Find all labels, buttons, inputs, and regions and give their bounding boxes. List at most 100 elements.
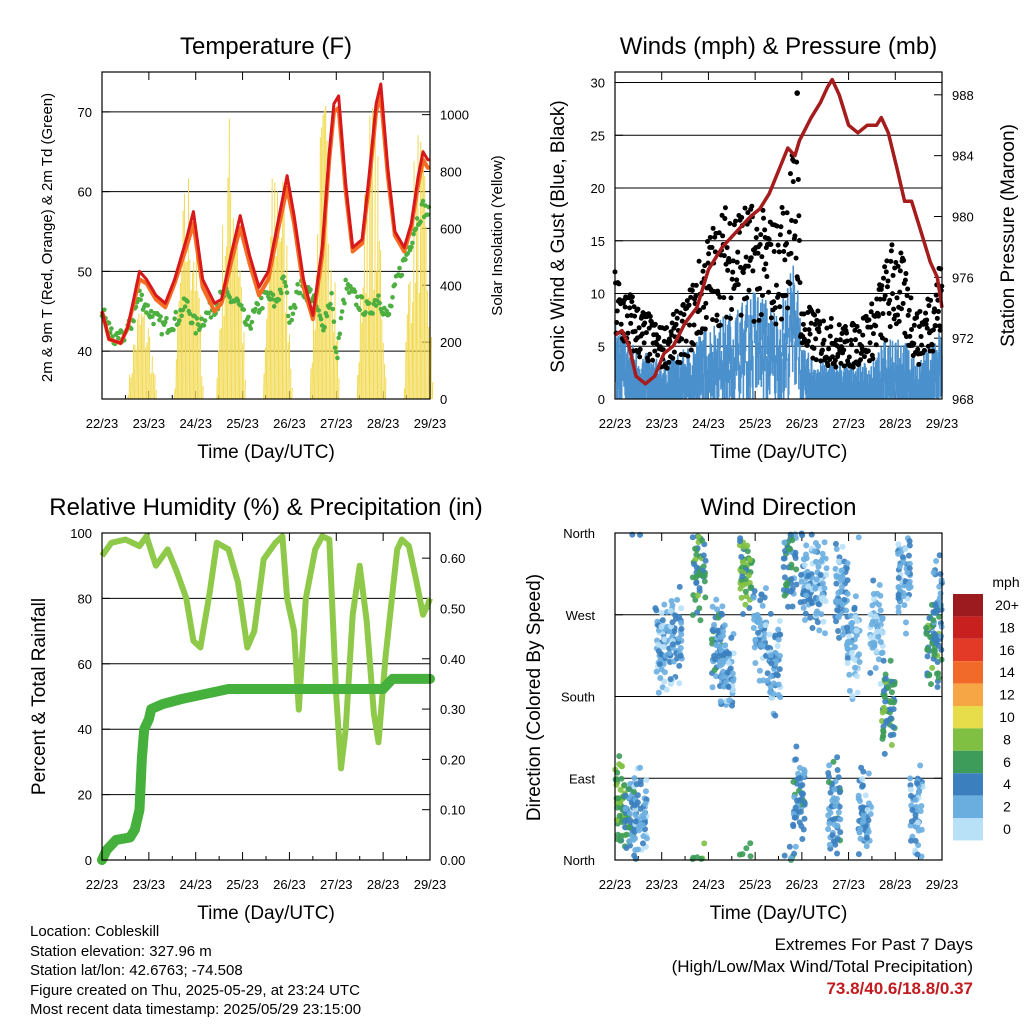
gust-point (786, 229, 792, 235)
direction-point (856, 798, 863, 805)
direction-point (888, 689, 895, 696)
gust-point (898, 250, 904, 256)
direction-point (632, 818, 639, 825)
direction-point (736, 851, 743, 858)
gust-point (735, 249, 741, 255)
gust-point (921, 347, 927, 353)
dewpoint-point (109, 326, 114, 331)
x-tick-label: 22/23 (599, 877, 632, 892)
dewpoint-point (180, 307, 186, 313)
gust-point (629, 294, 635, 300)
gust-point (728, 295, 734, 301)
direction-point (746, 556, 753, 563)
direction-point (846, 687, 853, 694)
dewpoint-point (172, 316, 177, 322)
direction-point (936, 583, 943, 590)
direction-point (814, 608, 821, 615)
direction-point (881, 750, 888, 757)
gust-point (627, 305, 633, 311)
gust-point (934, 315, 940, 321)
dewpoint-point (159, 331, 165, 337)
gust-point (794, 159, 800, 165)
direction-point (815, 601, 822, 608)
direction-point (853, 673, 860, 680)
direction-point (770, 680, 777, 687)
y-tick-label: 20 (78, 788, 92, 803)
gust-point (709, 244, 715, 250)
direction-point (800, 598, 807, 605)
direction-point (839, 631, 846, 638)
gust-point (689, 287, 695, 293)
direction-point (859, 818, 866, 825)
direction-point (906, 580, 913, 587)
direction-point (637, 764, 644, 771)
gust-point (690, 341, 696, 347)
direction-point (833, 574, 840, 581)
gust-point (642, 320, 648, 326)
direction-point (834, 822, 841, 829)
y2-tick-label: 0.10 (440, 803, 465, 818)
gust-point (703, 300, 709, 306)
dewpoint-point (179, 313, 184, 319)
x-tick-label: 24/23 (692, 877, 725, 892)
gust-point (785, 305, 791, 311)
gust-point (717, 294, 723, 300)
gust-point (707, 234, 713, 240)
colorbar-label: 12 (999, 687, 1015, 703)
direction-point (671, 628, 678, 635)
direction-point (823, 565, 830, 572)
gust-point (760, 207, 766, 213)
gust-point (734, 277, 740, 283)
y2-tick-label: 0.40 (440, 652, 465, 667)
gust-point (883, 337, 889, 343)
direction-point (876, 582, 883, 589)
direction-point (637, 805, 644, 812)
direction-point (844, 645, 851, 652)
dewpoint-point (338, 315, 344, 321)
gust-point (784, 210, 790, 216)
gust-point (744, 295, 750, 301)
direction-point (799, 781, 806, 788)
gust-point (702, 326, 708, 332)
direction-point (750, 594, 757, 601)
direction-point (718, 611, 725, 618)
gust-point (888, 248, 894, 254)
direction-point (931, 651, 938, 658)
gust-point (907, 333, 913, 339)
colorbar-label: 4 (1003, 776, 1011, 792)
gust-point (880, 311, 886, 317)
gust-point (858, 357, 864, 363)
gust-point (687, 322, 693, 328)
dewpoint-point (308, 287, 313, 292)
plot-border (101, 71, 431, 400)
direction-point (856, 659, 863, 666)
x-tick-label: 26/23 (273, 416, 306, 431)
direction-point (877, 639, 884, 646)
direction-point (690, 592, 697, 599)
direction-point (859, 776, 866, 783)
direction-point (774, 643, 781, 650)
direction-point (924, 646, 931, 653)
gust-point (698, 330, 704, 336)
dewpoint-point (324, 313, 330, 319)
direction-point (814, 619, 821, 626)
dewpoint-point (363, 310, 368, 315)
winds-pressure-panel: Winds (mph) & Pressure (mb) 22/23 23/23 24/… (548, 33, 1019, 463)
direction-point (692, 574, 699, 581)
dewpoint-point (322, 324, 327, 330)
y2-tick-label: 600 (440, 221, 462, 236)
direction-point (713, 673, 720, 680)
direction-point (927, 681, 934, 688)
direction-point (747, 840, 754, 847)
direction-point (676, 680, 683, 687)
x-tick-label: 28/23 (367, 877, 400, 892)
direction-point (776, 652, 783, 659)
direction-point (792, 756, 799, 763)
direction-point (740, 611, 747, 618)
gust-point (825, 363, 831, 369)
dewpoint-point (405, 251, 411, 256)
dewpoint-point (384, 308, 389, 314)
direction-point (786, 843, 793, 850)
direction-point (661, 601, 668, 608)
direction-point (799, 532, 806, 539)
